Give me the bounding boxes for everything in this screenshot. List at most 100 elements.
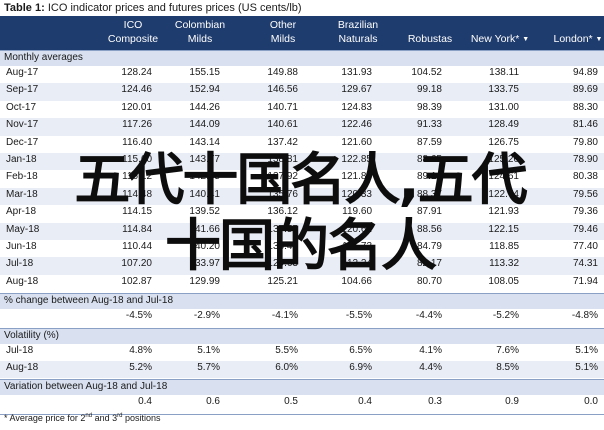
table-cell: 4.1% xyxy=(419,344,442,356)
table-row: 0.4 0.6 0.5 0.4 0.3 0.9 0.0 xyxy=(0,395,604,412)
table-cell: 8.5% xyxy=(496,362,519,373)
column-header-line1 xyxy=(533,18,604,32)
column-header-line1: Other xyxy=(269,19,297,31)
table-cell: 5.7% xyxy=(197,362,220,373)
column-header-line2: Milds xyxy=(187,33,213,45)
dropdown-arrow-icon[interactable]: ▼ xyxy=(595,36,603,43)
table-row: Mar-18 114.48 140.41 135.76 120.33 88.37 122.7… xyxy=(0,187,604,206)
table-cell: 139.52 xyxy=(189,206,220,218)
table-cell: 142.55 xyxy=(189,171,220,183)
table-cell: 115.73 xyxy=(342,241,372,252)
column-header-line2: Naturals xyxy=(338,33,378,45)
section-title: Variation between Aug-18 and Jul-18 xyxy=(4,381,168,393)
table-cell: 143.77 xyxy=(189,154,220,165)
table-cell: 122.15 xyxy=(488,223,519,235)
table-row: Aug-18 102.87 129.99 125.21 104.66 80.70 108.0… xyxy=(0,275,604,292)
table-row: Nov-17 117.26 144.09 140.61 122.46 91.33 128.4… xyxy=(0,118,604,136)
section-title: % change between Aug-18 and Jul-18 xyxy=(4,295,174,307)
table-cell: 125.26 xyxy=(488,154,519,165)
row-label: Jan-18 xyxy=(6,154,37,165)
table-row: Jun-18 110.44 140.20 133.46 115.73 84.79 118.8… xyxy=(0,240,604,257)
table-cell: 81.46 xyxy=(572,119,598,131)
table-cell: 118.85 xyxy=(489,241,519,252)
table-cell: 133.46 xyxy=(267,241,298,252)
table-cell: 119.60 xyxy=(342,206,372,218)
table-cell: 80.70 xyxy=(416,275,442,287)
table-cell: 104.52 xyxy=(411,67,442,78)
table-cell: 122.85 xyxy=(341,154,372,165)
table-cell: 5.2% xyxy=(129,362,152,373)
column-header-row: ICO Composite Colombian Milds Other Milds Braz… xyxy=(0,16,604,50)
table-cell: 155.15 xyxy=(189,67,220,78)
table-cell: 116.12 xyxy=(122,171,152,183)
table-cell: 112.24 xyxy=(342,258,372,270)
column-header-line1 xyxy=(455,18,545,32)
table-cell: 121.60 xyxy=(341,136,372,148)
table-cell: 6.5% xyxy=(349,344,372,356)
table-cell: 80.38 xyxy=(572,171,598,183)
table-cell: 121.80 xyxy=(341,171,372,183)
table-cell: 136.12 xyxy=(267,206,298,218)
table-cell: -4.5% xyxy=(125,310,152,322)
table-cell: 122.46 xyxy=(341,119,372,131)
table-cell: 4.4% xyxy=(419,362,442,373)
section-title: Volatility (%) xyxy=(4,329,60,341)
dropdown-arrow-icon[interactable]: ▼ xyxy=(522,36,530,43)
table-row: Jul-18 107.20 133.97 129.63 112.24 82.17 113.3… xyxy=(0,257,604,275)
table-cell: 115.60 xyxy=(122,154,152,165)
table-cell: 89.69 xyxy=(572,84,598,96)
table-cell: 143.14 xyxy=(189,136,220,148)
column-header-line2: Robustas xyxy=(407,33,453,45)
table-bottom-rule xyxy=(0,413,604,415)
table-cell: 87.91 xyxy=(416,206,442,218)
table-cell: 88.30 xyxy=(572,101,598,113)
table-cell: 152.94 xyxy=(189,84,220,96)
table-cell: 0.0 xyxy=(584,396,598,408)
table-cell: 124.61 xyxy=(488,171,519,183)
table-cell: -2.9% xyxy=(193,310,220,322)
table-cell: 126.75 xyxy=(488,136,519,148)
footnote: * Average price for 2nd and 3rd position… xyxy=(4,413,161,423)
table-cell: 99.18 xyxy=(416,84,442,96)
table-row: Jul-18 4.8% 5.1% 5.5% 6.5% 4.1% 7.6% 5.1% xyxy=(0,344,604,361)
row-label: Nov-17 xyxy=(6,119,39,131)
section-header: Variation between Aug-18 and Jul-18 xyxy=(0,379,604,396)
table-row: Aug-18 5.2% 5.7% 6.0% 6.9% 4.4% 8.5% 5.1% xyxy=(0,361,604,379)
table-cell: 114.48 xyxy=(122,188,152,200)
table-cell: 94.89 xyxy=(572,67,598,78)
table-cell: 116.40 xyxy=(122,136,152,148)
column-header: Other Milds xyxy=(238,18,328,46)
row-label: Dec-17 xyxy=(6,136,39,148)
table-cell: 87.59 xyxy=(416,136,442,148)
table-cell: 79.46 xyxy=(572,223,598,235)
table-cell: 140.41 xyxy=(189,188,220,200)
section-header: % change between Aug-18 and Jul-18 xyxy=(0,293,604,310)
column-header-line2: London* ▼ xyxy=(553,33,603,45)
row-label: Jul-18 xyxy=(6,258,34,270)
table-row: Oct-17 120.01 144.26 140.71 124.83 98.39 131.0… xyxy=(0,101,604,118)
table-cell: 5.1% xyxy=(197,344,220,356)
table-cell: 133.75 xyxy=(488,84,519,96)
table-cell: 5.5% xyxy=(275,344,298,356)
row-label: Aug-18 xyxy=(6,275,39,287)
table-cell: -5.5% xyxy=(345,310,372,322)
column-header-line2: Composite xyxy=(107,33,159,45)
table-cell: 7.6% xyxy=(496,344,519,356)
table-cell: 0.4 xyxy=(138,396,152,408)
row-label: Aug-18 xyxy=(6,362,39,373)
table-cell: 78.90 xyxy=(572,154,598,165)
section-title: Monthly averages xyxy=(4,52,83,63)
table-cell: 137.42 xyxy=(267,136,298,148)
row-label: Jul-18 xyxy=(6,344,34,356)
table-cell: 137.55 xyxy=(267,223,298,235)
column-header: Colombian Milds xyxy=(155,18,245,46)
row-label: May-18 xyxy=(6,223,40,235)
table-cell: 79.56 xyxy=(572,188,598,200)
table-cell: 77.40 xyxy=(572,241,598,252)
table-cell: 131.00 xyxy=(488,101,519,113)
table-cell: -4.4% xyxy=(415,310,442,322)
table-cell: 0.4 xyxy=(358,396,372,408)
table-cell: 129.99 xyxy=(189,275,220,287)
table-cell: 149.88 xyxy=(267,67,298,78)
table-cell: 128.24 xyxy=(121,67,152,78)
